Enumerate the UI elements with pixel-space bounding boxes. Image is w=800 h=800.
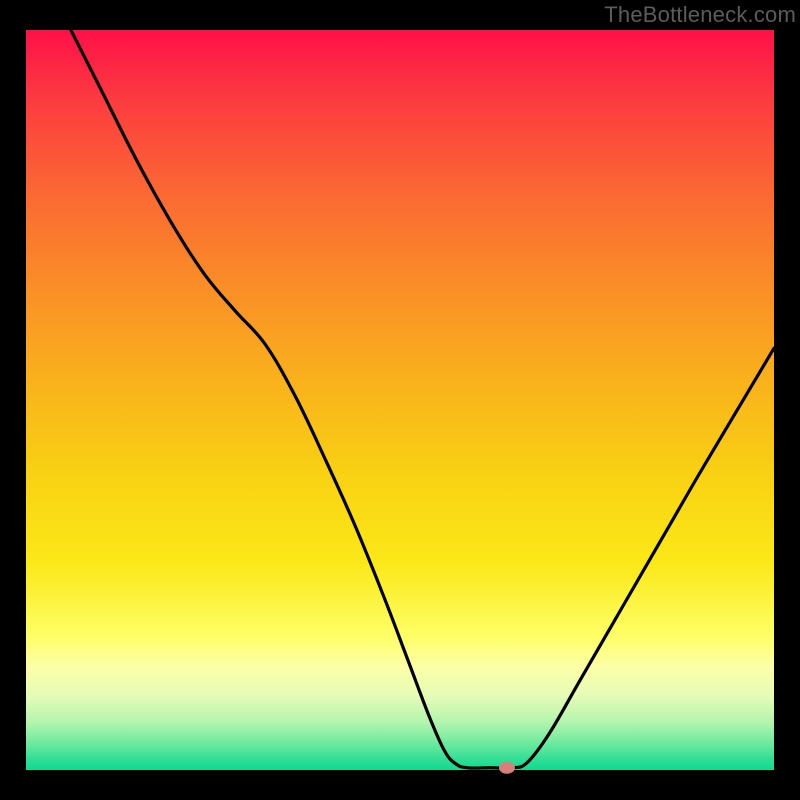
bottleneck-chart: [0, 0, 800, 800]
image-root: TheBottleneck.com: [0, 0, 800, 800]
plot-background: [26, 30, 774, 770]
marker-point: [499, 762, 515, 774]
watermark-text: TheBottleneck.com: [604, 2, 796, 28]
